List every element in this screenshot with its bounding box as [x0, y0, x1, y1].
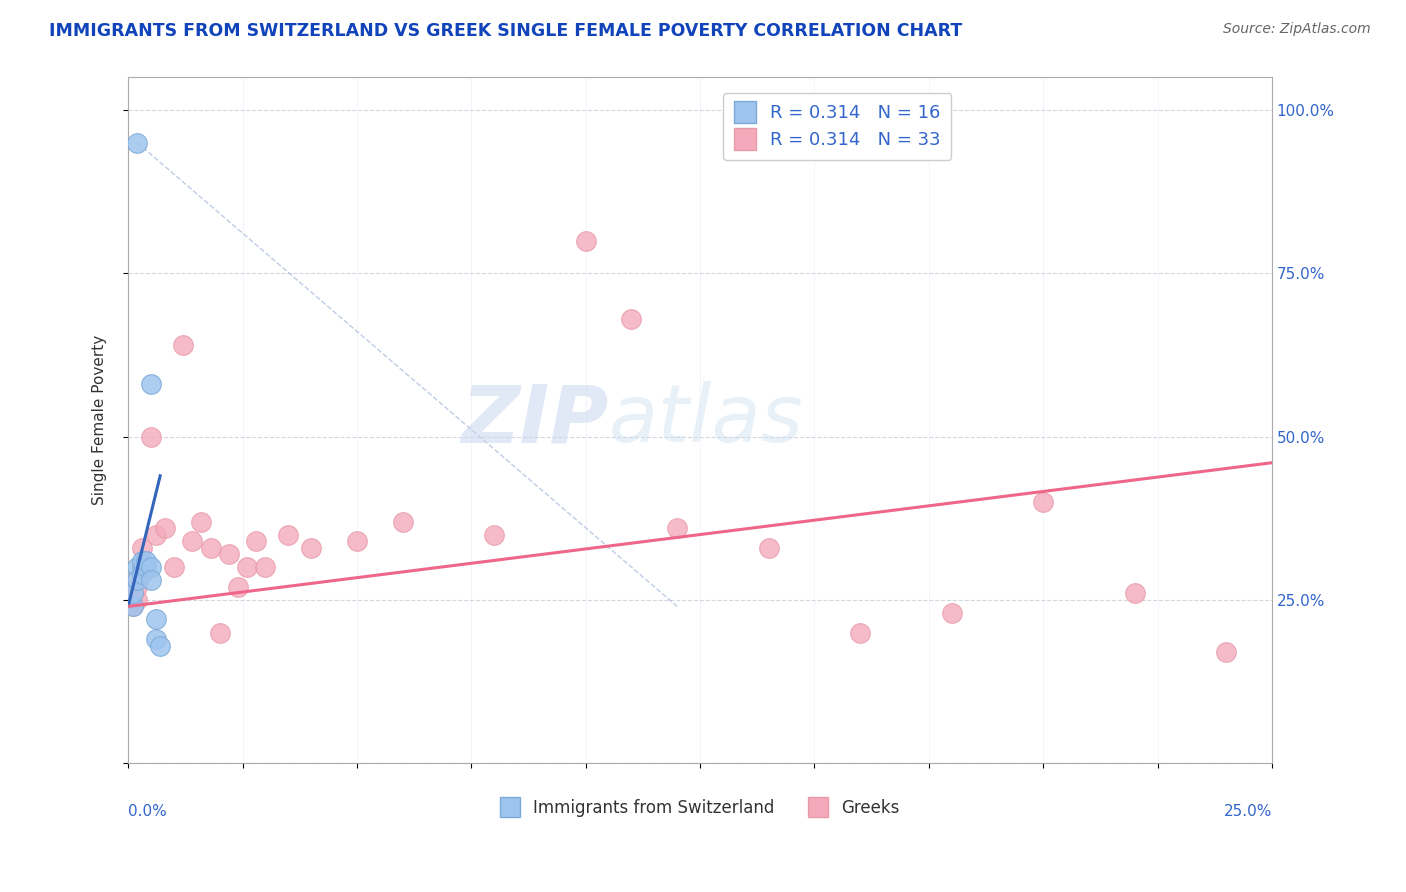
Point [153, 521, 176, 535]
Point [135, 560, 157, 574]
Point [254, 560, 277, 574]
Point [121, 586, 143, 600]
Point [575, 234, 598, 248]
Point [346, 534, 368, 549]
Point [121, 599, 143, 614]
Point [127, 580, 149, 594]
Point [131, 560, 153, 574]
Point [208, 625, 231, 640]
Point [391, 515, 413, 529]
Point [218, 547, 240, 561]
Text: 25.0%: 25.0% [1223, 805, 1272, 819]
Point [149, 639, 172, 653]
Text: 0.0%: 0.0% [128, 805, 167, 819]
Point [1032, 495, 1054, 509]
Point [200, 541, 222, 555]
Point [121, 599, 143, 614]
Point [849, 625, 872, 640]
Point [758, 541, 780, 555]
Point [181, 534, 204, 549]
Point [236, 560, 259, 574]
Point [482, 527, 505, 541]
Point [245, 534, 267, 549]
Point [145, 527, 167, 541]
Point [941, 606, 963, 620]
Point [1123, 586, 1146, 600]
Legend: Immigrants from Switzerland, Greeks: Immigrants from Switzerland, Greeks [494, 792, 907, 823]
Text: Source: ZipAtlas.com: Source: ZipAtlas.com [1223, 22, 1371, 37]
Text: ZIP: ZIP [461, 381, 609, 459]
Point [190, 515, 212, 529]
Point [139, 574, 162, 588]
Point [1215, 645, 1237, 659]
Point [666, 521, 689, 535]
Point [131, 554, 153, 568]
Point [127, 136, 149, 150]
Point [299, 541, 322, 555]
Point [139, 560, 162, 574]
Point [172, 338, 194, 352]
Point [139, 429, 162, 443]
Point [135, 554, 157, 568]
Point [277, 527, 299, 541]
Point [620, 312, 643, 326]
Point [127, 574, 149, 588]
Point [163, 560, 186, 574]
Point [135, 560, 157, 574]
Point [131, 566, 153, 581]
Text: atlas: atlas [609, 381, 803, 459]
Point [131, 541, 153, 555]
Point [139, 377, 162, 392]
Text: IMMIGRANTS FROM SWITZERLAND VS GREEK SINGLE FEMALE POVERTY CORRELATION CHART: IMMIGRANTS FROM SWITZERLAND VS GREEK SIN… [49, 22, 963, 40]
Y-axis label: Single Female Poverty: Single Female Poverty [93, 335, 107, 506]
Point [226, 580, 249, 594]
Point [145, 632, 167, 646]
Point [127, 592, 149, 607]
Point [127, 560, 149, 574]
Point [145, 612, 167, 626]
